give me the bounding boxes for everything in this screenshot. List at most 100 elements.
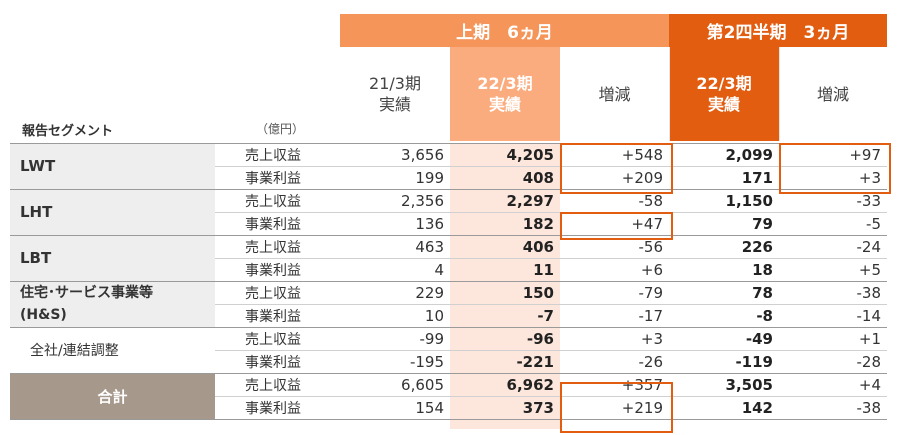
- table-cell: -99: [419, 329, 445, 348]
- table-cell: -17: [638, 306, 664, 325]
- table-cell: +5: [858, 260, 881, 279]
- segment-name: 合計: [10, 373, 215, 419]
- col-header-text: 22/3期: [477, 74, 533, 93]
- table-cell: +4: [858, 375, 881, 394]
- segment-name: LHT: [10, 189, 215, 235]
- table-cell: +548: [621, 145, 663, 164]
- table-cell: 226: [741, 237, 773, 256]
- col-header-prev-actual: 21/3期実績: [340, 47, 450, 141]
- metric-label: 事業利益: [245, 400, 301, 417]
- metric-label: 事業利益: [245, 216, 301, 233]
- table-cell: -49: [745, 329, 773, 348]
- table-cell: 6,962: [506, 375, 554, 394]
- divider: [779, 47, 780, 141]
- table-cell: -26: [638, 352, 664, 371]
- table-cell: +47: [631, 214, 663, 233]
- table-cell: 406: [522, 237, 554, 256]
- table-cell: 136: [415, 214, 444, 233]
- table-cell: 3,656: [401, 145, 444, 164]
- highlight-box: [779, 143, 891, 194]
- segment-divider: [10, 419, 887, 420]
- table-cell: 10: [424, 306, 444, 325]
- table-cell: 79: [752, 214, 773, 233]
- table-cell: +1: [858, 329, 881, 348]
- table-title: 報告セグメント: [22, 124, 114, 139]
- unit-label: （億円）: [256, 122, 305, 136]
- table-cell: 171: [741, 168, 773, 187]
- table-cell: -28: [856, 352, 882, 371]
- table-cell: 150: [522, 283, 554, 302]
- table-cell: 18: [752, 260, 773, 279]
- col-header-curr-actual: 22/3期実績: [450, 47, 560, 141]
- col-header-q2-actual: 22/3期実績: [669, 47, 779, 141]
- col-header-text: 実績: [707, 95, 740, 114]
- segment-name: 全社/連結調整: [10, 327, 215, 373]
- table-cell: 229: [415, 283, 444, 302]
- divider: [669, 47, 670, 141]
- highlight-band: [450, 143, 560, 429]
- table-cell: 408: [522, 168, 554, 187]
- table-cell: 4,205: [506, 145, 554, 164]
- table-cell: -195: [409, 352, 444, 371]
- metric-label: 売上収益: [245, 147, 301, 164]
- table-cell: 11: [533, 260, 554, 279]
- col-header-text: 21/3期: [369, 74, 421, 93]
- table-cell: 373: [522, 398, 554, 417]
- table-cell: -5: [866, 214, 881, 233]
- row-divider: [215, 350, 887, 351]
- metric-label: 売上収益: [245, 377, 301, 394]
- table-cell: +6: [640, 260, 663, 279]
- table-cell: -8: [756, 306, 773, 325]
- segment-divider: [10, 143, 887, 144]
- segment-name: LWT: [10, 143, 215, 189]
- metric-label: 事業利益: [245, 170, 301, 187]
- row-divider: [215, 212, 887, 213]
- col-header-text: 実績: [378, 95, 411, 114]
- segment-name: LBT: [10, 235, 215, 281]
- table-cell: -79: [638, 283, 664, 302]
- table-cell: 78: [752, 283, 773, 302]
- table-cell: +3: [858, 168, 881, 187]
- segment-divider: [10, 235, 887, 236]
- table-cell: 2,099: [725, 145, 773, 164]
- highlight-box: [560, 212, 673, 240]
- table-cell: 182: [522, 214, 554, 233]
- metric-label: 事業利益: [245, 354, 301, 371]
- table-cell: -119: [735, 352, 773, 371]
- table-cell: -7: [537, 306, 554, 325]
- segment-divider: [10, 373, 887, 374]
- period-header-q2: 第2四半期 3ヵ月: [669, 14, 887, 47]
- col-header-text: 増減: [816, 84, 849, 104]
- segment-divider: [10, 281, 887, 282]
- table-cell: -38: [856, 398, 882, 417]
- table-cell: -38: [856, 283, 882, 302]
- metric-label: 売上収益: [245, 239, 301, 256]
- metric-label: 売上収益: [245, 285, 301, 302]
- segment-divider: [10, 189, 887, 190]
- metric-label: 売上収益: [245, 193, 301, 210]
- col-header-text: 実績: [488, 95, 521, 114]
- table-cell: 4: [434, 260, 444, 279]
- table-cell: 199: [415, 168, 444, 187]
- table-cell: +357: [621, 375, 663, 394]
- table-cell: -14: [856, 306, 882, 325]
- col-header-q2-change: 増減: [779, 47, 887, 141]
- segment-divider: [10, 327, 887, 328]
- table-cell: +219: [621, 398, 663, 417]
- table-cell: +3: [640, 329, 663, 348]
- col-header-text: 増減: [598, 84, 631, 104]
- table-cell: 154: [415, 398, 444, 417]
- table-cell: 1,150: [725, 191, 773, 210]
- table-cell: 2,297: [506, 191, 554, 210]
- table-cell: 3,505: [725, 375, 773, 394]
- metric-label: 売上収益: [245, 331, 301, 348]
- highlight-box: [560, 382, 673, 433]
- col-header-text: 22/3期: [696, 74, 752, 93]
- highlight-box: [560, 143, 673, 194]
- metric-label: 事業利益: [245, 308, 301, 325]
- table-cell: -96: [526, 329, 554, 348]
- segment-name-line: (H&S): [20, 307, 67, 323]
- row-divider: [215, 258, 887, 259]
- table-cell: -24: [856, 237, 882, 256]
- table-cell: 2,356: [401, 191, 444, 210]
